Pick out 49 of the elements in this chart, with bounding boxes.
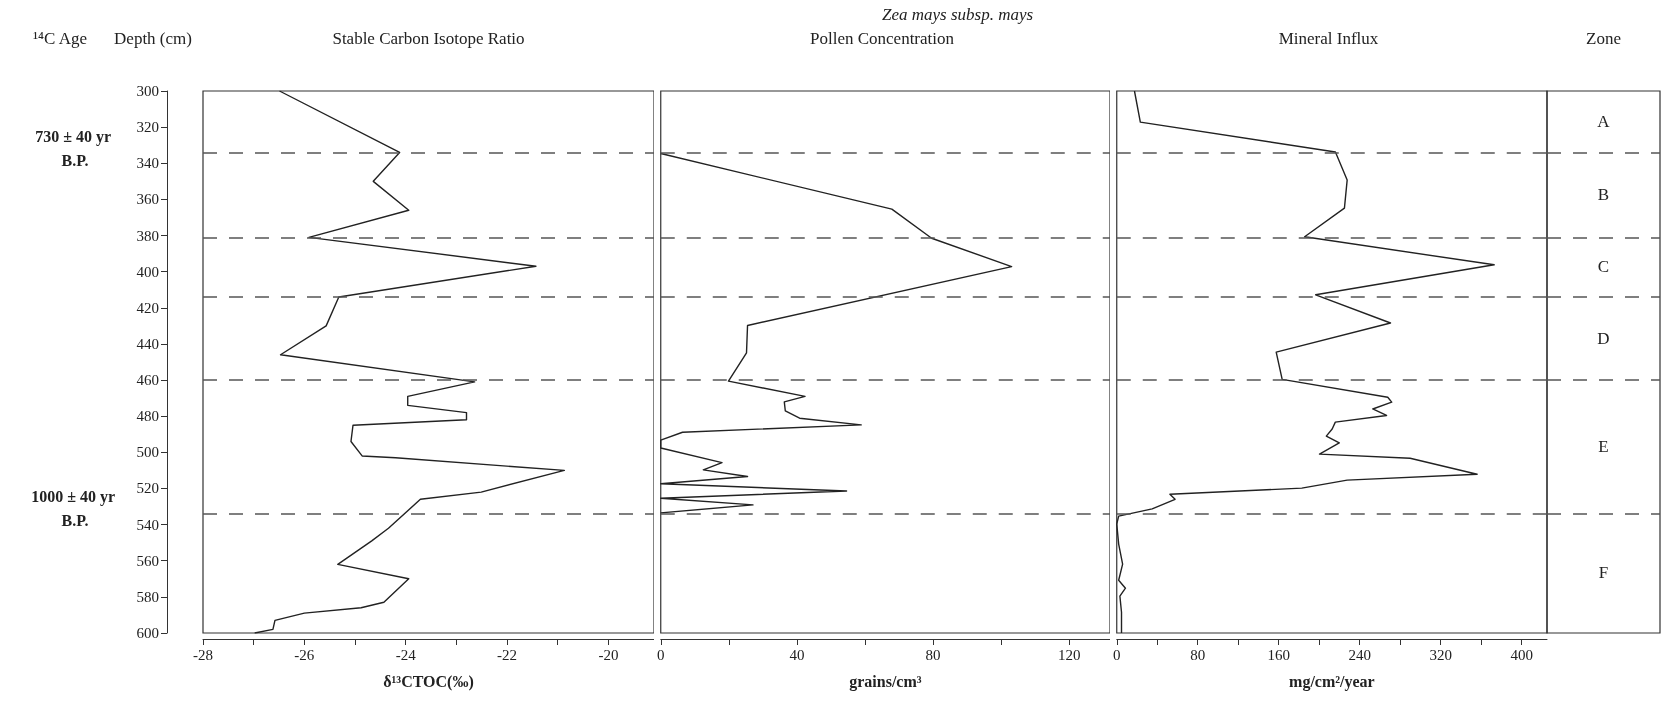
y-tick-label: 520 <box>136 480 159 497</box>
y-tick-label: 600 <box>136 625 159 641</box>
x-tick-label: -24 <box>395 646 417 663</box>
text: A <box>1597 111 1611 131</box>
y-tick-label: 340 <box>136 155 159 172</box>
y-tick-label: 360 <box>136 191 159 208</box>
text: B <box>1597 184 1610 204</box>
y-tick-label: 460 <box>136 372 159 389</box>
text: Zone <box>1586 29 1621 48</box>
x-tick-label: 240 <box>1348 646 1371 663</box>
y-tick-label: 380 <box>136 227 159 244</box>
x-tick-label: -22 <box>497 646 518 663</box>
x-tick-label: 320 <box>1429 646 1452 663</box>
x-tick-label: 400 <box>1510 646 1533 663</box>
x-axis-title: mg/cm²/year <box>1289 672 1375 691</box>
x-tick-label: 120 <box>1057 646 1081 663</box>
chart-title: Pollen Concentration <box>809 29 955 48</box>
y-tick-label: 540 <box>136 516 159 533</box>
y-tick-label: 580 <box>136 588 159 605</box>
text: D <box>1597 328 1610 348</box>
text: F <box>1598 563 1609 583</box>
x-axis-title: grains/cm³ <box>849 672 922 691</box>
chart-title: Stable Carbon Isotope Ratio <box>332 29 525 48</box>
y-tick-label: 560 <box>136 552 159 569</box>
x-tick-label: -28 <box>193 646 213 663</box>
x-tick-label: -26 <box>294 646 315 663</box>
x-tick-label: 80 <box>1190 646 1206 663</box>
y-tick-label: 320 <box>136 119 159 136</box>
text: ¹⁴C Age <box>33 29 87 48</box>
text: 730 ± 40 yr B.P. <box>35 127 115 169</box>
x-tick-label: -20 <box>598 646 619 663</box>
chart-subtitle: Zea mays subsp. mays <box>882 5 1034 24</box>
y-tick-label: 420 <box>136 299 159 316</box>
text: 1000 ± 40 yr B.P. <box>31 487 119 529</box>
text: E <box>1598 436 1609 456</box>
y-tick-label: 440 <box>136 335 159 352</box>
x-tick-label: 0 <box>1113 646 1121 663</box>
chart-title: Mineral Influx <box>1278 29 1379 48</box>
y-axis-title: Depth (cm) <box>114 29 192 48</box>
y-tick-label: 500 <box>136 444 159 461</box>
y-tick-label: 400 <box>136 263 159 280</box>
x-tick-label: 80 <box>925 646 941 663</box>
x-tick-label: 160 <box>1267 646 1290 663</box>
x-axis-title: δ¹³CTOC(‰) <box>383 672 474 691</box>
y-tick-label: 300 <box>136 83 159 99</box>
x-tick-label: 0 <box>657 646 665 663</box>
y-tick-label: 480 <box>136 408 159 425</box>
x-tick-label: 40 <box>789 646 805 663</box>
text: C <box>1597 257 1610 277</box>
